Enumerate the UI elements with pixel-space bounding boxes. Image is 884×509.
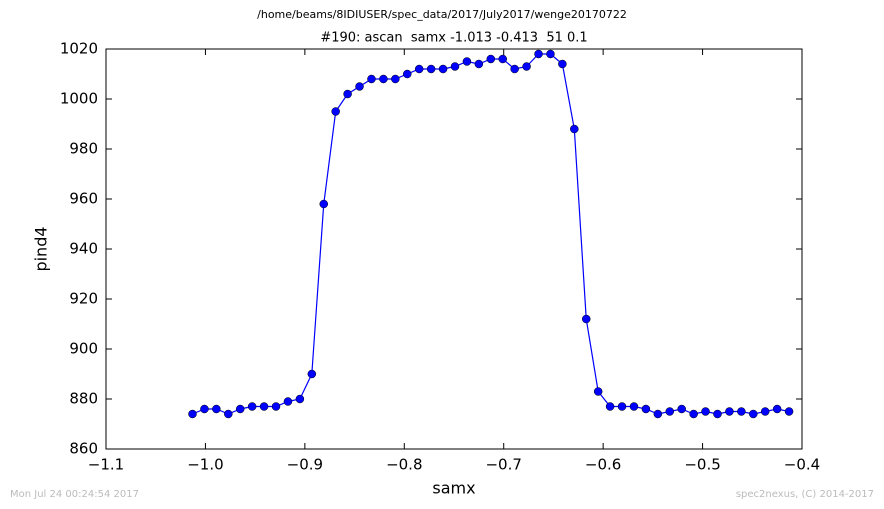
data-point bbox=[355, 82, 364, 91]
data-point bbox=[581, 314, 591, 324]
x-tick-label: −0.7 bbox=[485, 456, 521, 474]
data-point bbox=[224, 409, 233, 419]
data-point bbox=[593, 387, 603, 396]
data-point bbox=[283, 397, 293, 406]
data-point bbox=[391, 74, 400, 84]
x-tick-label: −0.4 bbox=[784, 456, 820, 474]
y-tick-label: 880 bbox=[69, 390, 98, 408]
data-point bbox=[653, 409, 663, 419]
data-point bbox=[772, 404, 782, 414]
data-point bbox=[677, 404, 686, 414]
data-point bbox=[462, 57, 472, 66]
x-tick-label: −0.8 bbox=[386, 456, 422, 474]
data-point bbox=[510, 64, 519, 74]
data-point bbox=[426, 64, 436, 74]
data-point bbox=[605, 402, 615, 411]
data-point bbox=[570, 124, 579, 134]
data-point bbox=[701, 407, 710, 416]
data-point bbox=[200, 404, 209, 414]
data-point bbox=[725, 407, 734, 416]
data-point bbox=[307, 369, 317, 379]
footer-left: Mon Jul 24 00:24:54 2017 bbox=[10, 489, 139, 500]
y-axis-label: pind4 bbox=[32, 226, 51, 271]
data-point bbox=[629, 402, 639, 411]
chart-title: #190: ascan samx -1.013 -0.413 51 0.1 bbox=[320, 31, 587, 46]
data-point bbox=[331, 107, 340, 116]
y-tick-label: 980 bbox=[69, 140, 98, 158]
data-point bbox=[534, 49, 543, 59]
data-point bbox=[558, 59, 567, 69]
data-point bbox=[414, 64, 424, 74]
x-tick-label: −0.9 bbox=[287, 456, 323, 474]
suptitle: /home/beams/8IDIUSER/spec_data/2017/July… bbox=[257, 8, 627, 21]
data-point bbox=[450, 62, 460, 71]
data-point bbox=[713, 409, 722, 419]
data-point bbox=[689, 409, 698, 419]
data-point bbox=[259, 402, 269, 411]
data-point bbox=[438, 64, 448, 74]
x-axis-label: samx bbox=[432, 479, 475, 498]
y-tick-label: 900 bbox=[69, 340, 98, 358]
y-tick-label: 1000 bbox=[60, 90, 98, 108]
x-tick-label: −1.1 bbox=[88, 456, 124, 474]
data-line bbox=[192, 53, 790, 415]
data-point bbox=[522, 62, 531, 71]
data-point bbox=[319, 199, 328, 209]
data-point bbox=[295, 394, 305, 404]
x-tick-label: −1.0 bbox=[187, 456, 223, 474]
data-point bbox=[235, 404, 245, 414]
data-point bbox=[403, 69, 412, 79]
data-point bbox=[641, 404, 651, 414]
data-point bbox=[760, 407, 770, 416]
footer-right: spec2nexus, (C) 2014-2017 bbox=[736, 489, 874, 500]
y-tick-label: 960 bbox=[69, 190, 98, 208]
y-tick-label: 920 bbox=[69, 290, 98, 308]
data-point bbox=[784, 407, 794, 416]
data-point bbox=[665, 407, 675, 416]
data-point bbox=[546, 49, 555, 59]
y-tick-label: 860 bbox=[69, 440, 98, 458]
data-point bbox=[737, 407, 746, 416]
x-tick-label: −0.6 bbox=[585, 456, 621, 474]
data-point bbox=[379, 74, 388, 84]
plot-frame bbox=[105, 48, 803, 450]
data-point bbox=[247, 402, 257, 411]
data-point bbox=[212, 404, 221, 414]
y-tick-label: 1020 bbox=[60, 40, 98, 58]
data-point bbox=[367, 74, 376, 84]
data-point bbox=[271, 402, 281, 411]
data-point bbox=[486, 54, 496, 64]
data-point bbox=[617, 402, 627, 411]
y-tick-label: 940 bbox=[69, 240, 98, 258]
x-tick-label: −0.5 bbox=[684, 456, 720, 474]
data-point bbox=[188, 409, 197, 419]
data-point bbox=[498, 54, 507, 64]
data-point bbox=[343, 89, 352, 99]
data-point bbox=[749, 409, 758, 419]
data-point bbox=[474, 59, 484, 69]
